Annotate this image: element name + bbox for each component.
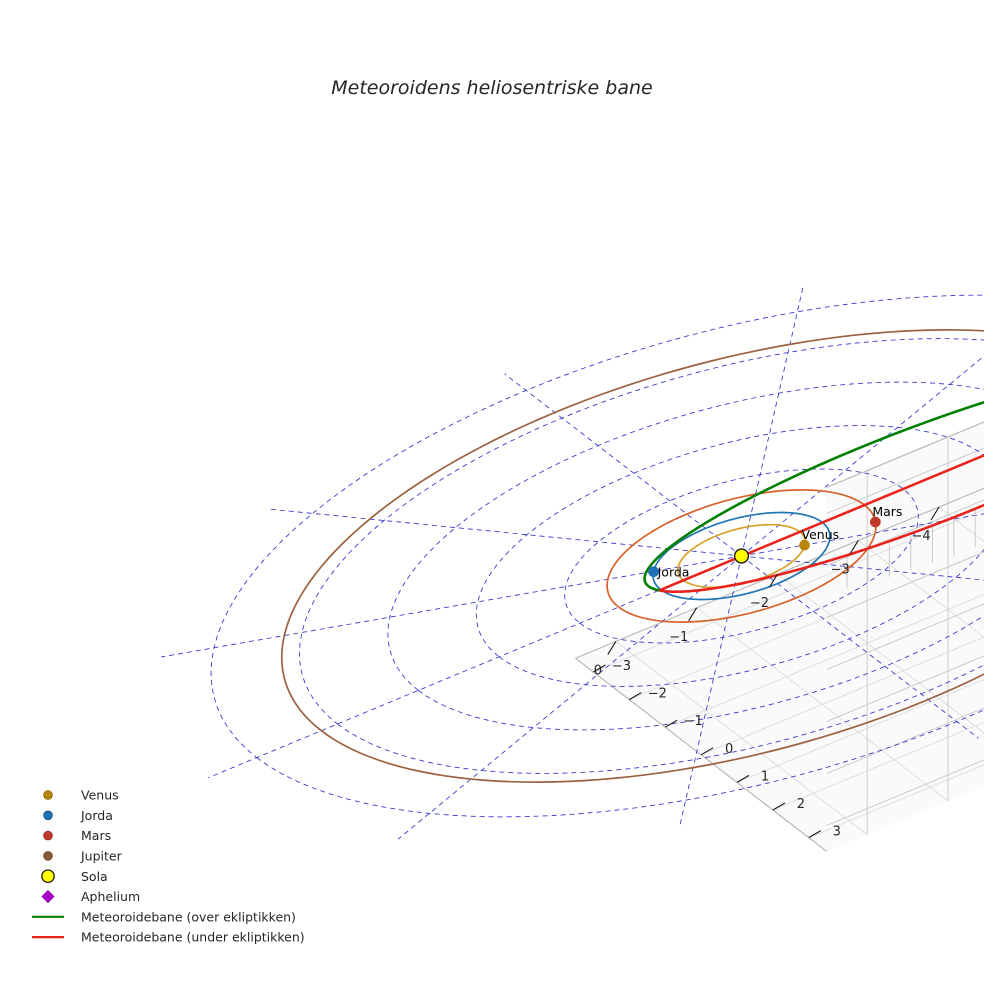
polar-spoke: [161, 555, 742, 658]
tick-mark: [849, 540, 859, 554]
legend-label: Mars: [81, 828, 111, 843]
meteoroid-path-below: [643, 400, 984, 592]
gridline: [826, 551, 984, 618]
legend: Venus Jorda Mars Jupiter Sola Aphelium Meteoro…: [32, 788, 305, 945]
gridline: [826, 421, 984, 488]
venus-label: Venus: [802, 527, 840, 542]
polar-circle: [298, 338, 984, 774]
axes-panes: [575, 421, 984, 852]
tick-mark: [688, 607, 698, 622]
left-wall-pane: [826, 422, 984, 852]
legend-label: Jorda: [80, 808, 113, 823]
gridline: [826, 759, 984, 826]
polar-spoke: [741, 287, 804, 557]
legend-label: Meteoroidebane (over ekliptikken): [81, 909, 296, 924]
x-tick-label: −2: [750, 596, 769, 611]
gridline: [826, 655, 984, 722]
x-tick-label: −3: [831, 563, 850, 578]
gridline: [575, 657, 828, 852]
y-tick-label: −3: [612, 659, 631, 674]
y-tick-label: −2: [648, 687, 667, 702]
page-title: Meteoroidens heliosentriske bane: [331, 77, 652, 99]
marker-venus: [799, 539, 810, 551]
tick-mark: [664, 719, 678, 728]
gridline: [938, 506, 984, 543]
legend-marker-venus: [43, 790, 53, 800]
tick-mark: [768, 573, 778, 588]
jorda-label: Jorda: [657, 565, 690, 580]
polar-spoke: [679, 555, 742, 825]
legend-marker-mars: [43, 830, 53, 841]
polar-spoke: [208, 555, 742, 779]
y-tick-label: 2: [797, 797, 805, 812]
gridline: [826, 447, 984, 514]
meteoroid-path: [643, 400, 984, 594]
legend-label: Sola: [81, 869, 108, 884]
tick-mark: [736, 774, 750, 783]
x-tick-label: −1: [669, 630, 688, 645]
gridline: [826, 707, 984, 774]
legend-marker-jorda: [43, 810, 53, 821]
marker-sola: [733, 548, 750, 564]
tick-mark: [808, 830, 822, 839]
tick-mark: [607, 641, 617, 655]
y-tick-label: 3: [833, 825, 841, 840]
polar-spoke: [741, 355, 984, 557]
mars-label: Mars: [872, 504, 902, 519]
gridline: [826, 603, 984, 670]
legend-label: Venus: [81, 788, 119, 803]
y-tick-label: 0: [725, 742, 733, 757]
meteoroid-path-above: [654, 453, 984, 594]
tick-mark: [930, 506, 940, 521]
y-tick-label: −1: [684, 714, 703, 729]
legend-marker-sola: [41, 869, 55, 884]
tick-mark: [700, 747, 714, 756]
legend-marker-jupiter: [43, 851, 53, 861]
legend-label: Meteoroidebane (under ekliptikken): [81, 930, 305, 945]
y-tick-label: 1: [761, 769, 769, 784]
polar-spoke: [397, 555, 742, 840]
gridline: [808, 764, 984, 839]
orbit-jupiter: [280, 329, 984, 783]
polar-spoke: [741, 555, 984, 581]
legend-label: Jupiter: [80, 849, 123, 864]
polar-spoke: [741, 555, 979, 739]
gridline: [593, 509, 984, 673]
legend-marker-aphelium: [41, 889, 55, 904]
body-markers: Venus Jorda Mars: [648, 504, 902, 580]
tick-mark: [593, 664, 606, 673]
marker-mars: [870, 516, 881, 528]
polar-spoke: [269, 508, 742, 557]
marker-jorda: [648, 566, 659, 578]
gridline: [736, 679, 984, 783]
tick-mark: [772, 802, 786, 811]
legend-label: Aphelium: [81, 889, 140, 904]
x-tick-label: 0: [594, 663, 602, 678]
orbit-stem-lines: [846, 508, 976, 589]
tick-mark: [629, 692, 642, 701]
x-tick-label: −4: [911, 529, 930, 544]
gridline: [826, 499, 984, 566]
